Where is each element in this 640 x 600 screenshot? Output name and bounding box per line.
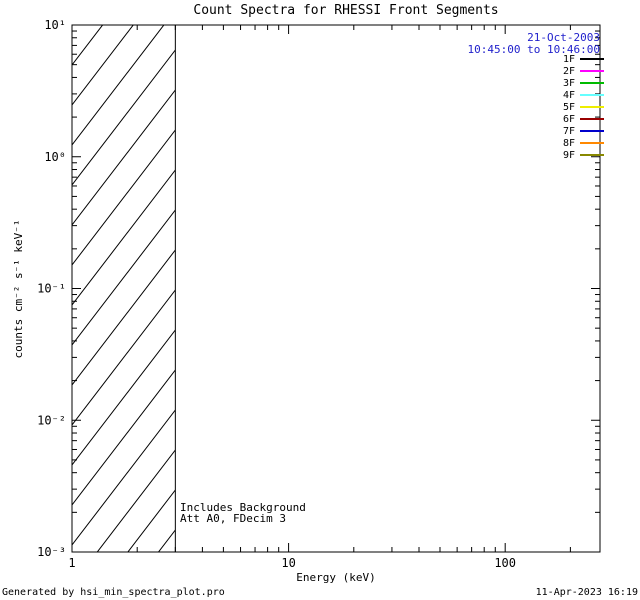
hatch-line xyxy=(72,209,176,346)
y-tick-label: 10⁻¹ xyxy=(37,282,66,296)
plot-frame xyxy=(71,24,601,553)
legend-label: 8F xyxy=(563,138,575,149)
plot-title: Count Spectra for RHESSI Front Segments xyxy=(193,3,498,18)
legend-label: 9F xyxy=(563,150,575,161)
hatch-line xyxy=(72,25,134,106)
x-tick-labels: 1 10 100 xyxy=(68,556,516,570)
hatch-line xyxy=(72,329,176,466)
date-annotation: 21-Oct-2003 xyxy=(527,31,600,44)
y-tick-label: 10⁻² xyxy=(37,413,66,427)
hatch-line xyxy=(72,249,176,386)
axis-ticks xyxy=(71,24,600,553)
legend-label: 2F xyxy=(563,66,575,77)
includes-background-label: Includes Background xyxy=(180,501,306,514)
x-tick-label: 100 xyxy=(494,556,516,570)
time-range-annotation: 10:45:00 to 10:46:00 xyxy=(468,43,600,56)
render-timestamp: 11-Apr-2023 16:19 xyxy=(536,587,638,598)
hatch-line xyxy=(127,489,176,552)
hatch-line xyxy=(72,89,176,226)
hatch-line xyxy=(72,169,176,306)
hatched-region xyxy=(72,25,176,552)
legend-label: 3F xyxy=(563,78,575,89)
x-axis-label: Energy (keV) xyxy=(296,571,375,584)
generated-by-label: Generated by hsi_min_spectra_plot.pro xyxy=(2,587,225,598)
y-tick-labels: 10¹ 10⁰ 10⁻¹ 10⁻² 10⁻³ xyxy=(37,18,66,559)
hatch-line xyxy=(72,25,104,66)
legend-label: 4F xyxy=(563,90,575,101)
legend-label: 7F xyxy=(563,126,575,137)
x-tick-label: 1 xyxy=(68,556,75,570)
hatch-line xyxy=(72,409,176,546)
legend-label: 5F xyxy=(563,102,575,113)
legend-label: 1F xyxy=(563,54,575,65)
hatch-line xyxy=(72,289,176,426)
y-tick-label: 10⁻³ xyxy=(37,545,66,559)
hatch-line xyxy=(72,49,176,186)
x-tick-label: 10 xyxy=(281,556,295,570)
attenuator-label: Att A0, FDecim 3 xyxy=(180,512,286,525)
hatch-line xyxy=(96,449,176,552)
legend-label: 6F xyxy=(563,114,575,125)
y-axis-label: counts cm⁻² s⁻¹ keV⁻¹ xyxy=(12,219,25,358)
hatch-line xyxy=(72,129,176,266)
y-tick-label: 10⁰ xyxy=(44,150,66,164)
y-tick-label: 10¹ xyxy=(44,18,66,32)
hatch-line xyxy=(72,369,176,506)
hatch-line xyxy=(72,25,73,26)
hatch-line xyxy=(72,25,165,146)
